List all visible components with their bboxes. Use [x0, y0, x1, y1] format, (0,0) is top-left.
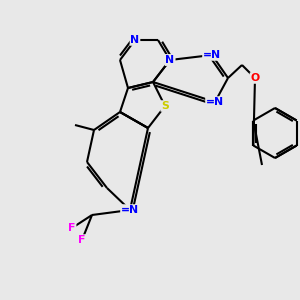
Text: O: O [250, 73, 260, 83]
Text: S: S [161, 101, 169, 111]
Text: =N: =N [121, 205, 139, 215]
Text: =N: =N [206, 97, 224, 107]
Text: =N: =N [203, 50, 221, 60]
Text: N: N [165, 55, 175, 65]
Text: F: F [68, 223, 76, 233]
Text: N: N [130, 35, 140, 45]
Text: F: F [78, 235, 86, 245]
Text: N: N [165, 55, 175, 65]
